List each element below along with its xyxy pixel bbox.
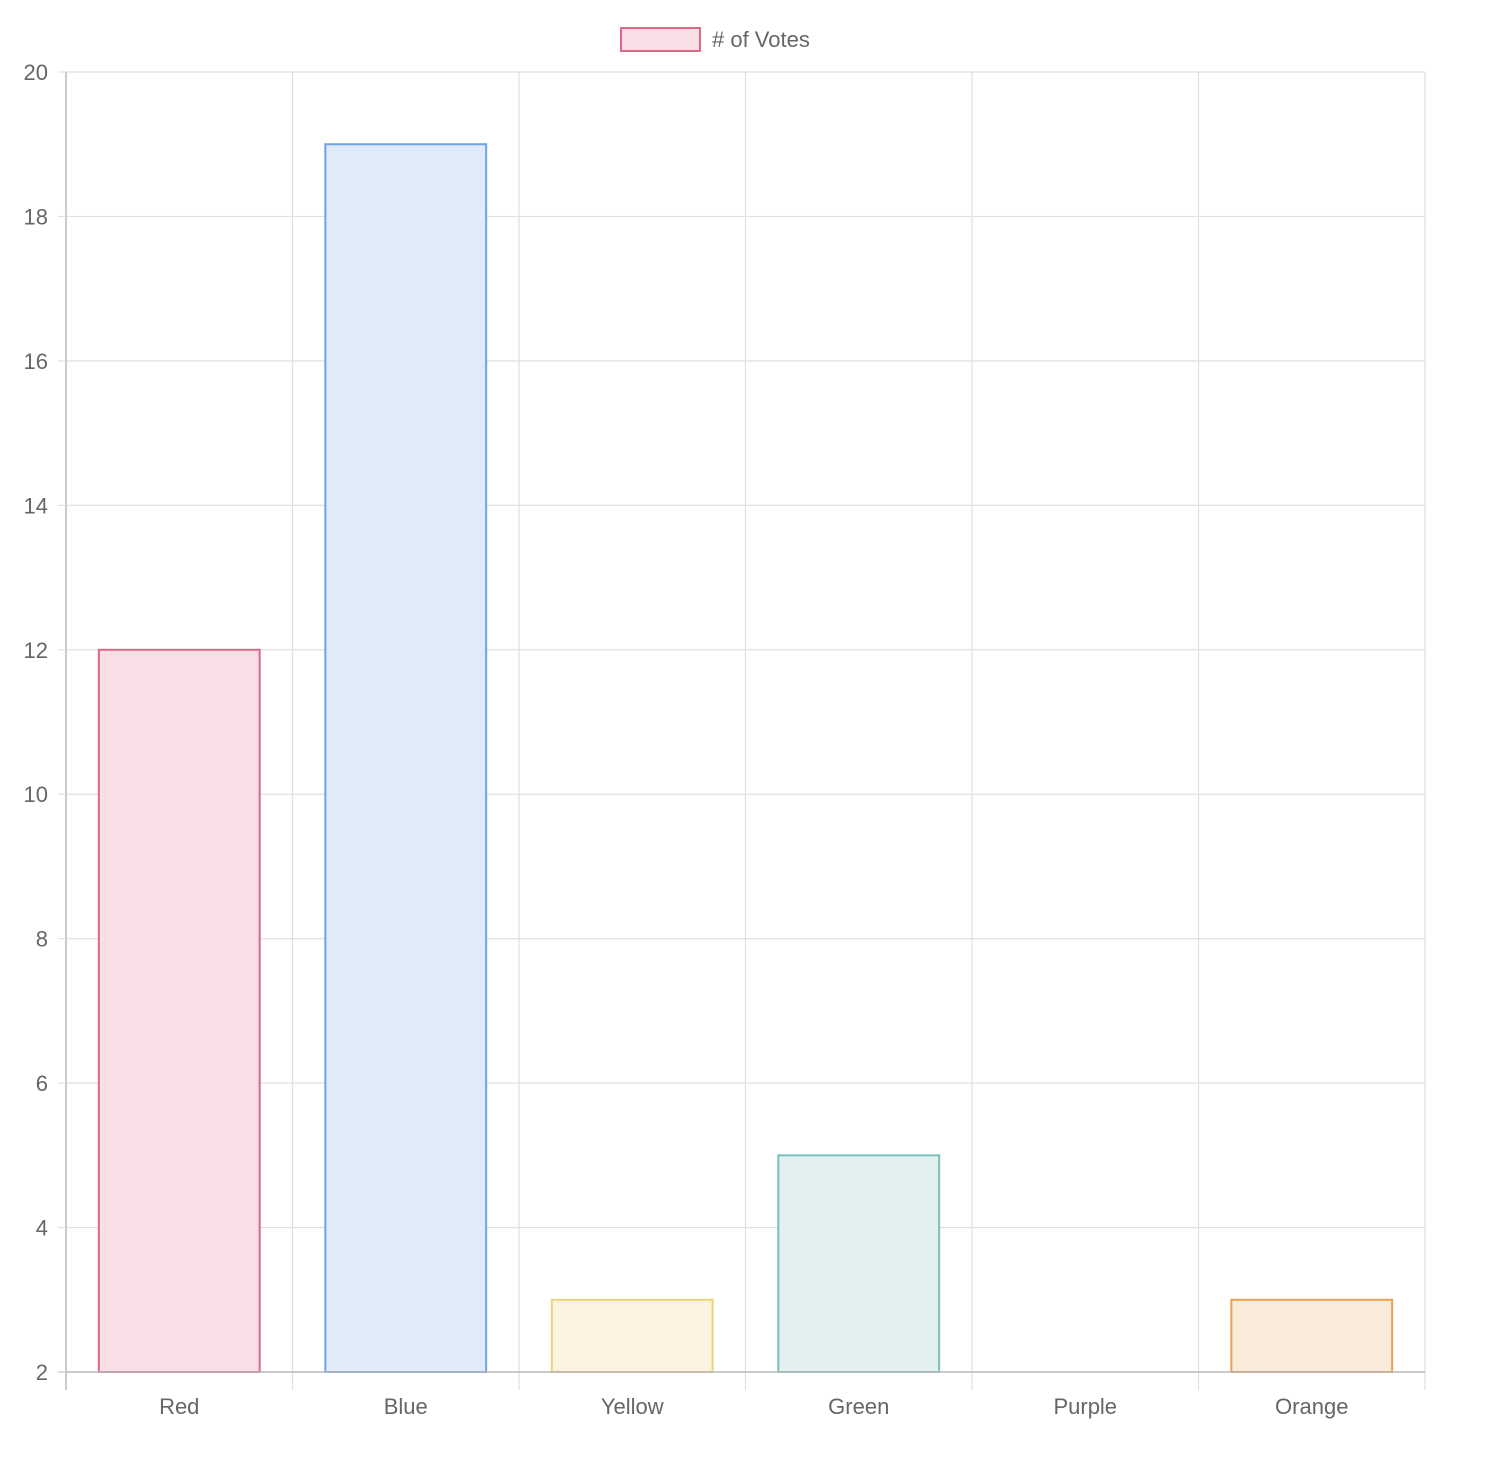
y-tick-label: 6	[36, 1071, 48, 1096]
bar-green	[777, 1154, 941, 1374]
y-tick-label: 10	[24, 782, 48, 807]
chart-legend[interactable]: # of Votes	[620, 27, 810, 52]
x-tick-label: Yellow	[601, 1394, 664, 1419]
y-tick-label: 20	[24, 60, 48, 85]
x-tick-label: Blue	[384, 1394, 428, 1419]
y-axis-ticks: 2 4 6 8 10 12 14 16 18 20	[24, 60, 66, 1385]
y-tick-label: 14	[24, 493, 48, 518]
axes	[58, 72, 1425, 1390]
y-tick-label: 4	[36, 1216, 48, 1241]
x-axis-ticks: Red Blue Yellow Green Purple Orange	[159, 1394, 1348, 1419]
x-tick-label: Green	[828, 1394, 889, 1419]
y-tick-label: 8	[36, 927, 48, 952]
bar-yellow	[550, 1298, 714, 1374]
x-tick-label: Orange	[1275, 1394, 1348, 1419]
y-tick-label: 18	[24, 204, 48, 229]
bar-orange	[1230, 1298, 1394, 1374]
legend-label: # of Votes	[712, 27, 810, 52]
bar-blue	[324, 143, 488, 1374]
x-tick-label: Red	[159, 1394, 199, 1419]
bar-red	[97, 648, 261, 1373]
grid-lines	[66, 71, 1426, 1390]
y-tick-label: 2	[36, 1360, 48, 1385]
y-tick-label: 16	[24, 349, 48, 374]
legend-swatch	[620, 27, 701, 52]
bar-series	[97, 143, 1394, 1374]
x-tick-label: Purple	[1053, 1394, 1117, 1419]
y-tick-label: 12	[24, 638, 48, 663]
